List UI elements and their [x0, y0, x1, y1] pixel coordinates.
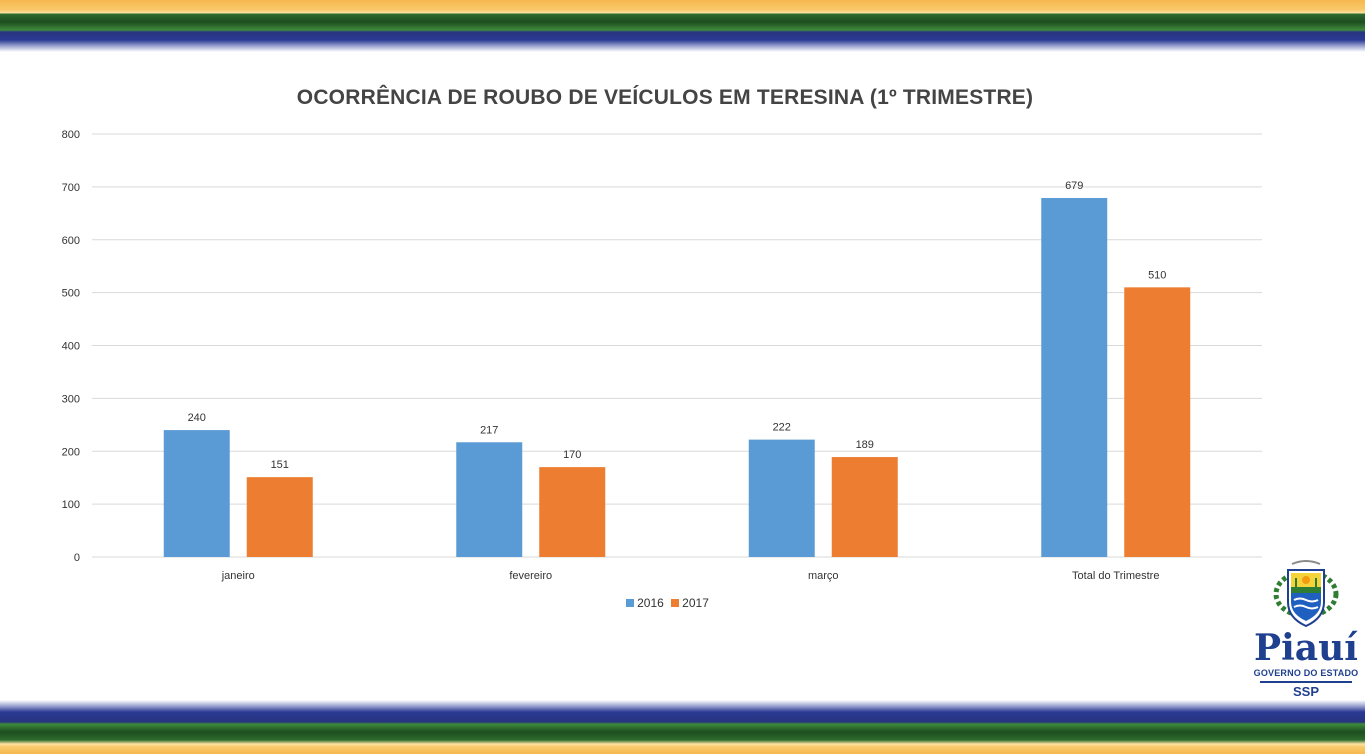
logo-agency: SSP: [1292, 684, 1319, 699]
y-tick-label-600: 600: [62, 235, 80, 247]
coat-of-arms-icon: [1273, 560, 1339, 628]
data-label-2016-1: 217: [480, 424, 498, 436]
legend-item-2017: 2017: [671, 596, 709, 610]
y-tick-label-200: 200: [62, 446, 80, 458]
bar-chart: 0 100 200 300 400 500 600 700 800 240 151 217 170 22…: [62, 129, 1262, 582]
data-label-2017-0: 151: [271, 459, 289, 471]
bar-2016-1: [456, 442, 523, 557]
data-labels: 240 151 217 170 222 189 679 510: [188, 180, 1167, 471]
legend-label-2016: 2016: [637, 596, 664, 610]
bar-2016-0: [163, 430, 230, 557]
logo-divider: [1260, 681, 1352, 683]
y-axis-ticks: 0 100 200 300 400 500 600 700 800: [62, 129, 80, 564]
data-label-2016-2: 222: [773, 422, 791, 434]
bottom-decorative-band: [0, 700, 1365, 754]
y-tick-label-100: 100: [62, 499, 80, 511]
y-tick-label-500: 500: [62, 288, 80, 300]
bar-2017-0: [246, 477, 313, 557]
bar-2017-2: [831, 457, 898, 557]
x-tick-label-1: fevereiro: [509, 570, 552, 582]
bar-2017-3: [1124, 287, 1191, 557]
y-tick-label-0: 0: [74, 552, 80, 564]
bar-2016-3: [1041, 197, 1108, 557]
y-tick-label-400: 400: [62, 341, 80, 353]
data-label-2017-2: 189: [856, 439, 874, 451]
x-axis-ticks: janeiro fevereiro março Total do Trimestre: [221, 570, 1160, 582]
piaui-government-logo: Piauí GOVERNO DO ESTADO SSP: [1250, 558, 1362, 708]
bars: [163, 197, 1191, 557]
chart-title: OCORRÊNCIA DE ROUBO DE VEÍCULOS EM TERES…: [296, 86, 1034, 109]
chart-legend: 2016 2017: [0, 596, 1335, 610]
x-tick-label-3: Total do Trimestre: [1072, 570, 1159, 582]
x-tick-label-2: março: [808, 570, 839, 582]
legend-item-2016: 2016: [626, 596, 664, 610]
data-label-2016-0: 240: [188, 412, 206, 424]
y-tick-label-800: 800: [62, 129, 80, 141]
legend-swatch-2017: [671, 599, 680, 607]
bar-2017-1: [539, 467, 606, 557]
logo-subtitle: GOVERNO DO ESTADO: [1253, 668, 1359, 678]
bar-2016-2: [748, 439, 815, 557]
logo-name: Piauí: [1254, 627, 1358, 669]
data-label-2017-1: 170: [563, 449, 581, 461]
data-label-2016-3: 679: [1065, 180, 1083, 192]
legend-swatch-2016: [626, 599, 635, 607]
y-tick-label-300: 300: [62, 393, 80, 405]
y-tick-label-700: 700: [62, 182, 80, 194]
legend-label-2017: 2017: [682, 596, 709, 610]
x-tick-label-0: janeiro: [221, 570, 255, 582]
data-label-2017-3: 510: [1148, 269, 1166, 281]
top-decorative-band: [0, 0, 1365, 52]
